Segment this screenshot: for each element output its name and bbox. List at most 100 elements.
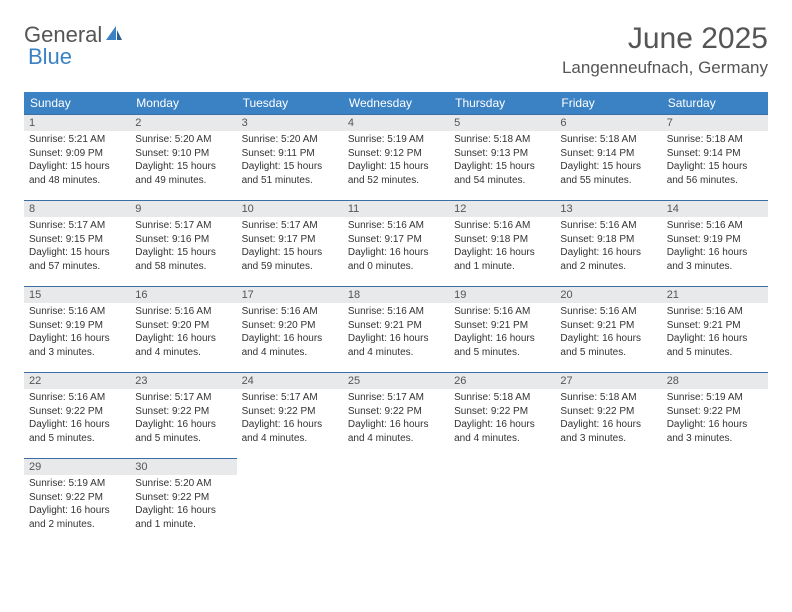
day-line: Sunset: 9:17 PM (348, 233, 444, 247)
day-line: and 55 minutes. (560, 174, 656, 188)
day-number: 20 (555, 286, 661, 303)
day-line: Sunrise: 5:16 AM (242, 305, 338, 319)
day-number: 21 (662, 286, 768, 303)
calendar-week-row: 1Sunrise: 5:21 AMSunset: 9:09 PMDaylight… (24, 114, 768, 200)
calendar-day-cell: . (555, 458, 661, 544)
calendar-week-row: 22Sunrise: 5:16 AMSunset: 9:22 PMDayligh… (24, 372, 768, 458)
day-line: Sunrise: 5:20 AM (135, 477, 231, 491)
day-line: Sunset: 9:22 PM (29, 405, 125, 419)
day-line: Sunset: 9:18 PM (454, 233, 550, 247)
day-number: 29 (24, 458, 130, 475)
calendar-day-cell: 5Sunrise: 5:18 AMSunset: 9:13 PMDaylight… (449, 114, 555, 200)
day-line: and 5 minutes. (667, 346, 763, 360)
day-content: Sunrise: 5:16 AMSunset: 9:19 PMDaylight:… (662, 217, 768, 277)
day-line: Daylight: 16 hours (667, 418, 763, 432)
calendar-table: Sunday Monday Tuesday Wednesday Thursday… (24, 92, 768, 544)
calendar-day-cell: 3Sunrise: 5:20 AMSunset: 9:11 PMDaylight… (237, 114, 343, 200)
day-content: Sunrise: 5:18 AMSunset: 9:14 PMDaylight:… (662, 131, 768, 191)
day-line: and 1 minute. (454, 260, 550, 274)
day-content: Sunrise: 5:16 AMSunset: 9:21 PMDaylight:… (555, 303, 661, 363)
weekday-header: Saturday (662, 92, 768, 114)
day-line: and 3 minutes. (29, 346, 125, 360)
day-line: and 5 minutes. (560, 346, 656, 360)
day-content: Sunrise: 5:16 AMSunset: 9:21 PMDaylight:… (449, 303, 555, 363)
day-number: 25 (343, 372, 449, 389)
day-line: Sunrise: 5:20 AM (135, 133, 231, 147)
day-line: Daylight: 16 hours (454, 332, 550, 346)
day-line: Sunrise: 5:16 AM (454, 305, 550, 319)
header: General June 2025 Langenneufnach, German… (24, 22, 768, 78)
day-line: Sunrise: 5:16 AM (560, 305, 656, 319)
calendar-week-row: 8Sunrise: 5:17 AMSunset: 9:15 PMDaylight… (24, 200, 768, 286)
day-line: and 54 minutes. (454, 174, 550, 188)
weekday-header-row: Sunday Monday Tuesday Wednesday Thursday… (24, 92, 768, 114)
calendar-day-cell: 29Sunrise: 5:19 AMSunset: 9:22 PMDayligh… (24, 458, 130, 544)
calendar-day-cell: 14Sunrise: 5:16 AMSunset: 9:19 PMDayligh… (662, 200, 768, 286)
day-number: 26 (449, 372, 555, 389)
day-content: Sunrise: 5:20 AMSunset: 9:10 PMDaylight:… (130, 131, 236, 191)
day-content: Sunrise: 5:18 AMSunset: 9:14 PMDaylight:… (555, 131, 661, 191)
day-line: Sunset: 9:21 PM (667, 319, 763, 333)
day-line: Daylight: 15 hours (348, 160, 444, 174)
day-line: Sunrise: 5:17 AM (242, 391, 338, 405)
day-content: Sunrise: 5:18 AMSunset: 9:22 PMDaylight:… (555, 389, 661, 449)
day-line: Sunrise: 5:17 AM (135, 391, 231, 405)
day-line: Daylight: 16 hours (560, 418, 656, 432)
day-line: Sunset: 9:21 PM (454, 319, 550, 333)
day-line: Sunset: 9:22 PM (242, 405, 338, 419)
day-content: Sunrise: 5:19 AMSunset: 9:22 PMDaylight:… (24, 475, 130, 535)
day-line: Sunset: 9:18 PM (560, 233, 656, 247)
day-line: and 4 minutes. (242, 346, 338, 360)
day-line: Sunset: 9:09 PM (29, 147, 125, 161)
day-content: Sunrise: 5:17 AMSunset: 9:15 PMDaylight:… (24, 217, 130, 277)
day-line: Sunset: 9:13 PM (454, 147, 550, 161)
day-content: Sunrise: 5:20 AMSunset: 9:22 PMDaylight:… (130, 475, 236, 535)
day-content: Sunrise: 5:16 AMSunset: 9:18 PMDaylight:… (555, 217, 661, 277)
day-line: Sunrise: 5:19 AM (29, 477, 125, 491)
calendar-day-cell: 6Sunrise: 5:18 AMSunset: 9:14 PMDaylight… (555, 114, 661, 200)
day-number: 24 (237, 372, 343, 389)
day-line: Sunrise: 5:18 AM (560, 133, 656, 147)
calendar-week-row: 29Sunrise: 5:19 AMSunset: 9:22 PMDayligh… (24, 458, 768, 544)
day-content: Sunrise: 5:17 AMSunset: 9:22 PMDaylight:… (130, 389, 236, 449)
calendar-day-cell: 25Sunrise: 5:17 AMSunset: 9:22 PMDayligh… (343, 372, 449, 458)
day-line: and 5 minutes. (135, 432, 231, 446)
calendar-day-cell: 9Sunrise: 5:17 AMSunset: 9:16 PMDaylight… (130, 200, 236, 286)
day-line: and 3 minutes. (560, 432, 656, 446)
day-line: and 2 minutes. (29, 518, 125, 532)
day-line: Sunrise: 5:16 AM (29, 391, 125, 405)
day-content: Sunrise: 5:21 AMSunset: 9:09 PMDaylight:… (24, 131, 130, 191)
calendar-day-cell: 11Sunrise: 5:16 AMSunset: 9:17 PMDayligh… (343, 200, 449, 286)
day-line: Daylight: 16 hours (135, 504, 231, 518)
day-line: Daylight: 16 hours (29, 418, 125, 432)
day-line: Sunset: 9:17 PM (242, 233, 338, 247)
day-content: Sunrise: 5:19 AMSunset: 9:12 PMDaylight:… (343, 131, 449, 191)
day-line: Daylight: 16 hours (667, 246, 763, 260)
calendar-day-cell: . (662, 458, 768, 544)
day-content: Sunrise: 5:16 AMSunset: 9:18 PMDaylight:… (449, 217, 555, 277)
day-line: Sunrise: 5:21 AM (29, 133, 125, 147)
day-line: and 49 minutes. (135, 174, 231, 188)
day-content: Sunrise: 5:20 AMSunset: 9:11 PMDaylight:… (237, 131, 343, 191)
day-line: Sunrise: 5:16 AM (454, 219, 550, 233)
day-line: and 3 minutes. (667, 260, 763, 274)
calendar-day-cell: 13Sunrise: 5:16 AMSunset: 9:18 PMDayligh… (555, 200, 661, 286)
day-line: Daylight: 16 hours (560, 246, 656, 260)
location: Langenneufnach, Germany (562, 58, 768, 78)
day-number: 14 (662, 200, 768, 217)
calendar-day-cell: 8Sunrise: 5:17 AMSunset: 9:15 PMDaylight… (24, 200, 130, 286)
day-line: and 58 minutes. (135, 260, 231, 274)
calendar-day-cell: . (237, 458, 343, 544)
day-number: 27 (555, 372, 661, 389)
day-line: Sunrise: 5:17 AM (29, 219, 125, 233)
day-number: 23 (130, 372, 236, 389)
day-line: Sunset: 9:20 PM (135, 319, 231, 333)
weekday-header: Thursday (449, 92, 555, 114)
day-line: Daylight: 15 hours (29, 246, 125, 260)
calendar-day-cell: 23Sunrise: 5:17 AMSunset: 9:22 PMDayligh… (130, 372, 236, 458)
calendar-day-cell: 20Sunrise: 5:16 AMSunset: 9:21 PMDayligh… (555, 286, 661, 372)
calendar-day-cell: 16Sunrise: 5:16 AMSunset: 9:20 PMDayligh… (130, 286, 236, 372)
day-line: and 1 minute. (135, 518, 231, 532)
day-content: Sunrise: 5:16 AMSunset: 9:21 PMDaylight:… (343, 303, 449, 363)
day-line: and 2 minutes. (560, 260, 656, 274)
